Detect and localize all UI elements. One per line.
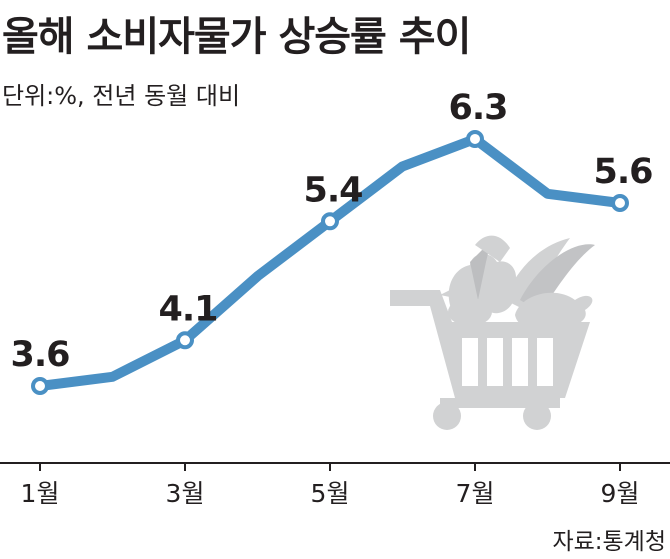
vegetables-icon bbox=[440, 235, 595, 331]
data-label: 5.6 bbox=[593, 152, 652, 192]
x-tick-label: 3월 bbox=[166, 479, 205, 508]
data-label: 5.4 bbox=[303, 170, 362, 210]
chart-title: 올해 소비자물가 상승률 추이 bbox=[2, 14, 470, 60]
data-point-marker bbox=[31, 377, 49, 395]
data-point-marker bbox=[176, 331, 194, 350]
data-point-marker bbox=[611, 194, 629, 212]
x-tick-label: 5월 bbox=[311, 479, 350, 508]
data-label: 3.6 bbox=[10, 335, 69, 375]
x-tick-label: 9월 bbox=[601, 479, 640, 508]
data-point-marker bbox=[321, 212, 339, 231]
cart-basket-slots bbox=[462, 338, 553, 386]
x-tick-label: 7월 bbox=[456, 479, 495, 508]
x-tick-label: 1월 bbox=[21, 479, 60, 508]
source-note: 자료:통계청 bbox=[552, 529, 666, 555]
data-point-marker bbox=[466, 129, 484, 148]
data-label: 4.1 bbox=[158, 289, 217, 329]
shopping-cart-icon bbox=[390, 235, 595, 430]
chart-subtitle: 단위:%, 전년 동월 대비 bbox=[2, 82, 240, 110]
data-label: 6.3 bbox=[448, 88, 507, 128]
